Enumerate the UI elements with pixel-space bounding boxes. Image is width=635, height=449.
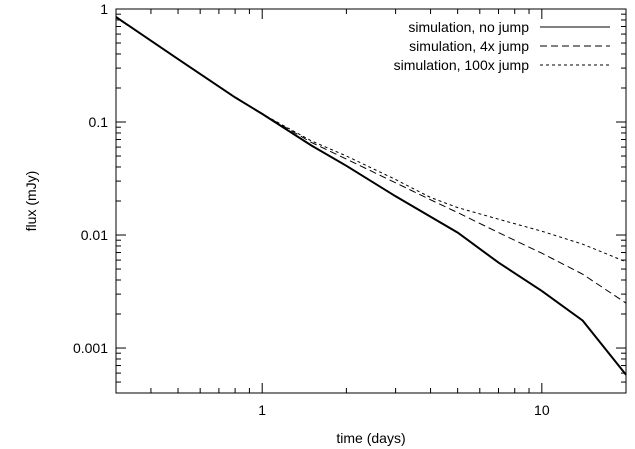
y-tick-label: 0.01	[81, 227, 108, 243]
series-line-dotted	[115, 16, 627, 263]
series-line-solid	[115, 16, 627, 376]
x-tick-label: 10	[534, 402, 550, 418]
series-line-dashed	[115, 16, 627, 304]
legend-label: simulation, 4x jump	[409, 38, 529, 54]
x-axis-label: time (days)	[336, 430, 405, 446]
legend: simulation, no jump simulation, 4x jump si…	[394, 19, 610, 73]
legend-label: simulation, no jump	[408, 19, 529, 35]
series-layer	[115, 16, 627, 376]
ticks-layer: 1 10 1 0.1 0.01 0.001	[73, 1, 627, 418]
legend-label: simulation, 100x jump	[394, 57, 530, 73]
x-tick-label: 1	[258, 402, 266, 418]
y-axis-label: flux (mJy)	[23, 171, 39, 232]
plot-frame	[115, 8, 627, 394]
y-tick-label: 1	[100, 1, 108, 17]
y-tick-label: 0.001	[73, 340, 108, 356]
y-tick-label: 0.1	[89, 114, 109, 130]
